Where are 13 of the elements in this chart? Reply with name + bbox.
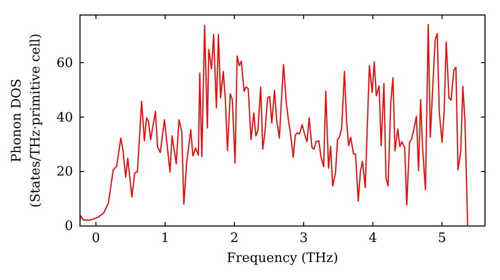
x-tick-label: 4 — [368, 231, 377, 246]
line-series — [79, 24, 468, 227]
y-tick-label: 0 — [64, 219, 73, 234]
y-axis-title: Phonon DOS (States/THz·primitive cell) — [10, 33, 44, 208]
x-tick-label: 0 — [92, 231, 100, 246]
x-tick-label: 3 — [299, 231, 308, 246]
y-tick-label: 60 — [56, 56, 73, 71]
y-tick-label: 40 — [56, 110, 73, 126]
y-tick-label: 20 — [56, 164, 73, 180]
x-tick-label: 5 — [438, 231, 446, 246]
x-tick-label: 2 — [230, 231, 239, 246]
x-axis-title: Frequency (THz) — [226, 251, 338, 266]
x-tick-label: 1 — [161, 231, 170, 246]
